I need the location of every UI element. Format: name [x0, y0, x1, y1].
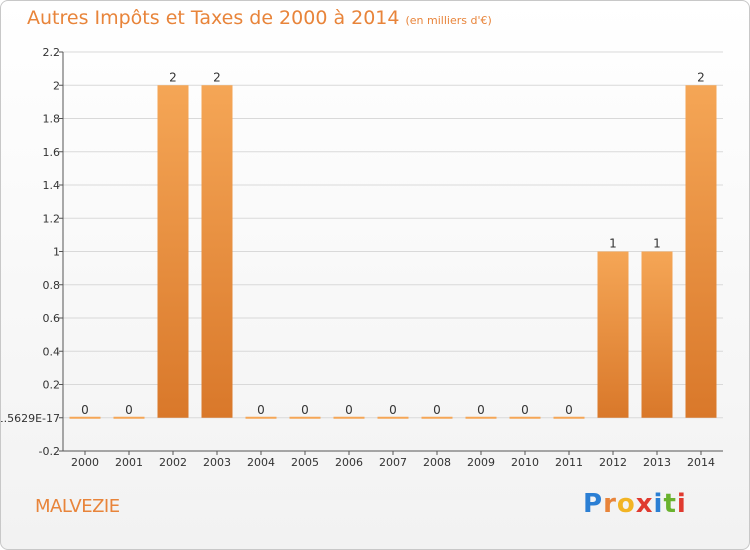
- bar-value-label: 0: [477, 403, 485, 417]
- x-tick-label: 2001: [115, 456, 143, 469]
- x-tick-label: 2006: [335, 456, 363, 469]
- chart-unit: (en milliers d'€): [405, 14, 492, 27]
- y-tick-label: 1.8: [43, 113, 61, 126]
- logo-letter: x: [635, 489, 654, 519]
- proxiti-logo: Proxiti: [583, 489, 687, 519]
- bar-value-label: 0: [389, 403, 397, 417]
- chart-title-row: Autres Impôts et Taxes de 2000 à 2014 (en…: [27, 7, 492, 29]
- x-tick-label: 2007: [379, 456, 407, 469]
- y-tick-label: 1: [53, 246, 60, 259]
- bar: [113, 416, 145, 419]
- logo-letter: r: [603, 489, 617, 519]
- y-tick-label: 2: [53, 79, 60, 92]
- x-tick-label: 2008: [423, 456, 451, 469]
- bar-value-label: 0: [433, 403, 441, 417]
- bar-value-label: 2: [169, 70, 177, 84]
- x-tick-label: 2005: [291, 456, 319, 469]
- logo-letter: i: [676, 489, 687, 519]
- bar-value-label: 0: [301, 403, 309, 417]
- bar: [69, 416, 101, 419]
- x-tick-label: 2013: [643, 456, 671, 469]
- x-tick-label: 2009: [467, 456, 495, 469]
- y-tick-label: 1.6: [43, 146, 61, 159]
- bar: [377, 416, 409, 419]
- y-tick-label: 0.2: [43, 379, 61, 392]
- bar: [597, 251, 629, 418]
- bar-value-label: 2: [213, 70, 221, 84]
- y-tick-label: 1.4: [43, 179, 61, 192]
- bar-value-label: 0: [257, 403, 265, 417]
- logo-letter: t: [663, 489, 677, 519]
- bar-value-label: 1: [653, 237, 661, 251]
- y-tick-label: 1.2: [43, 212, 61, 225]
- x-tick-label: 2003: [203, 456, 231, 469]
- commune-name: MALVEZIE: [35, 496, 120, 517]
- x-tick-label: 2004: [247, 456, 275, 469]
- bar-value-label: 0: [125, 403, 133, 417]
- x-tick-label: 2000: [71, 456, 99, 469]
- bar: [553, 416, 585, 419]
- y-tick-label: -1.5629E-17: [1, 412, 60, 425]
- y-tick-label: 0.4: [43, 345, 61, 358]
- bar-value-label: 2: [697, 70, 705, 84]
- bar-value-label: 0: [565, 403, 573, 417]
- bar: [157, 85, 189, 418]
- y-tick-label: -0.2: [39, 445, 60, 458]
- y-tick-label: 0.6: [43, 312, 61, 325]
- bar: [201, 85, 233, 418]
- x-tick-label: 2011: [555, 456, 583, 469]
- bar: [641, 251, 673, 418]
- x-tick-label: 2014: [687, 456, 715, 469]
- chart-title: Autres Impôts et Taxes de 2000 à 2014: [27, 7, 400, 29]
- bar-value-label: 0: [521, 403, 529, 417]
- bar: [245, 416, 277, 419]
- y-tick-label: 0.8: [43, 279, 61, 292]
- bar-value-label: 0: [81, 403, 89, 417]
- bar: [333, 416, 365, 419]
- x-tick-label: 2010: [511, 456, 539, 469]
- x-tick-label: 2002: [159, 456, 187, 469]
- bar: [509, 416, 541, 419]
- bar: [289, 416, 321, 419]
- bar: [685, 85, 717, 418]
- logo-letter: i: [653, 489, 664, 519]
- x-tick-label: 2012: [599, 456, 627, 469]
- bar: [421, 416, 453, 419]
- bar-value-label: 1: [609, 237, 617, 251]
- logo-letter: P: [583, 489, 604, 519]
- bar: [465, 416, 497, 419]
- y-tick-label: 2.2: [43, 46, 61, 59]
- logo-letter: o: [616, 489, 636, 519]
- bar-value-label: 0: [345, 403, 353, 417]
